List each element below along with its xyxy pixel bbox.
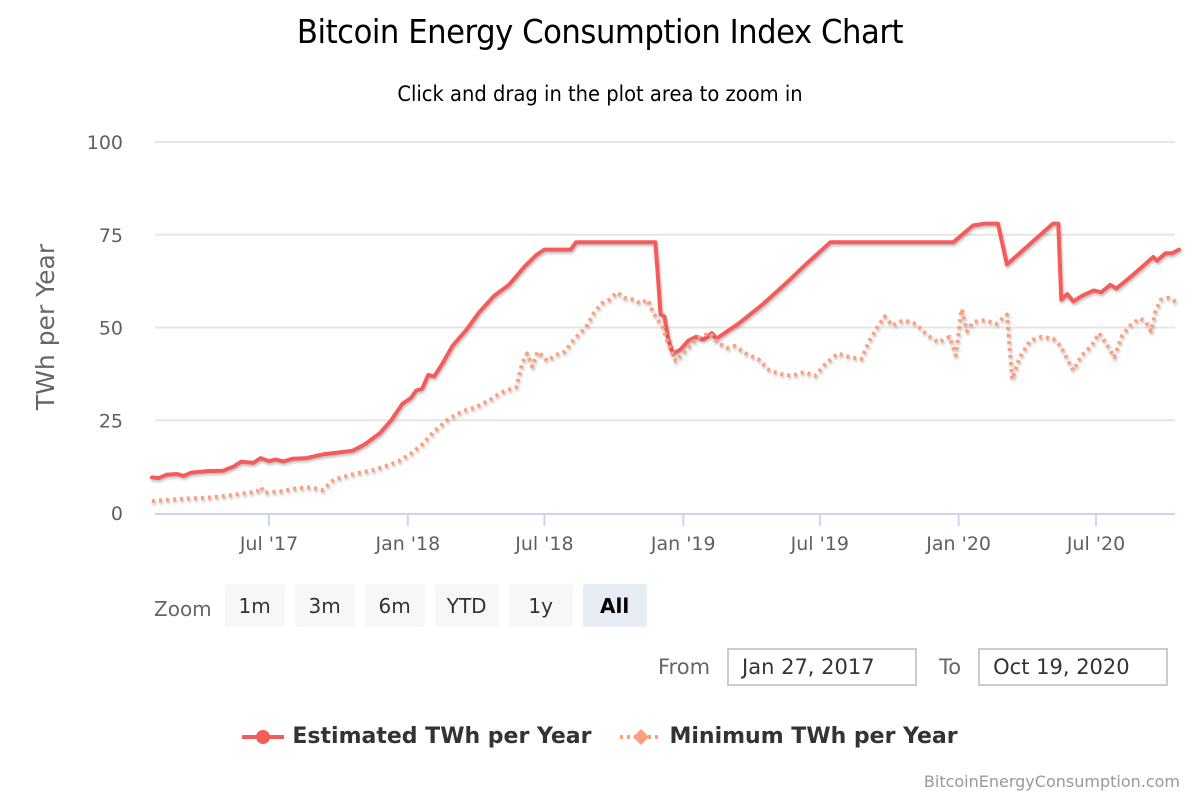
credits-link[interactable]: BitcoinEnergyConsumption.com xyxy=(923,772,1180,791)
x-tick-label: Jan '19 xyxy=(650,533,716,555)
chart-plot-area[interactable]: 0 25 50 75 100 Jul '17 Jan '18 Jul '18 Jan '19 Ju… xyxy=(0,0,1200,570)
series-line-estimated xyxy=(150,221,1181,481)
date-range-inputs: From Jan 27, 2017 To Oct 19, 2020 xyxy=(658,648,1169,686)
from-date-input[interactable]: Jan 27, 2017 xyxy=(727,648,918,686)
x-tick-label: Jul '18 xyxy=(514,533,573,555)
to-label: To xyxy=(939,655,962,679)
y-tick-label: 0 xyxy=(111,503,123,525)
zoom-all-button[interactable]: All xyxy=(582,584,647,627)
y-tick-label: 100 xyxy=(87,132,123,154)
legend-symbol-estimated-icon xyxy=(242,729,285,744)
legend-item-minimum[interactable]: Minimum TWh per Year xyxy=(619,724,958,749)
zoom-3m-button[interactable]: 3m xyxy=(294,584,355,627)
range-selector: Zoom 1m 3m 6m YTD 1y All xyxy=(154,584,657,627)
x-tick-label: Jul '20 xyxy=(1066,533,1125,555)
x-tick-label: Jul '19 xyxy=(790,533,849,555)
y-tick-label: 50 xyxy=(99,318,123,340)
chart-title: Bitcoin Energy Consumption Index Chart xyxy=(296,12,904,51)
y-axis-title: TWh per Year xyxy=(31,243,60,411)
x-tick-label: Jul '17 xyxy=(239,533,298,555)
y-tick-label: 75 xyxy=(99,225,123,247)
zoom-ytd-button[interactable]: YTD xyxy=(434,584,499,627)
legend: Estimated TWh per Year Minimum TWh per Y… xyxy=(0,724,1200,749)
x-tick-label: Jan '18 xyxy=(374,533,440,555)
grid-lines xyxy=(155,141,1175,422)
zoom-1y-button[interactable]: 1y xyxy=(508,584,573,627)
zoom-1m-button[interactable]: 1m xyxy=(224,584,285,627)
x-tick-label: Jan '20 xyxy=(925,533,991,555)
chart-subtitle: Click and drag in the plot area to zoom … xyxy=(397,82,803,106)
zoom-6m-button[interactable]: 6m xyxy=(364,584,425,627)
legend-label-estimated: Estimated TWh per Year xyxy=(292,724,592,749)
legend-label-minimum: Minimum TWh per Year xyxy=(669,724,958,749)
series xyxy=(150,221,1181,504)
from-label: From xyxy=(658,655,711,679)
y-tick-label: 25 xyxy=(99,410,123,432)
legend-symbol-minimum-icon xyxy=(619,728,662,745)
to-date-input[interactable]: Oct 19, 2020 xyxy=(978,648,1169,686)
zoom-label: Zoom xyxy=(154,596,212,621)
axes: 0 25 50 75 100 Jul '17 Jan '18 Jul '18 Jan '19 Ju… xyxy=(87,132,1175,555)
series-line-minimum xyxy=(151,290,1180,504)
legend-item-estimated[interactable]: Estimated TWh per Year xyxy=(242,724,592,749)
